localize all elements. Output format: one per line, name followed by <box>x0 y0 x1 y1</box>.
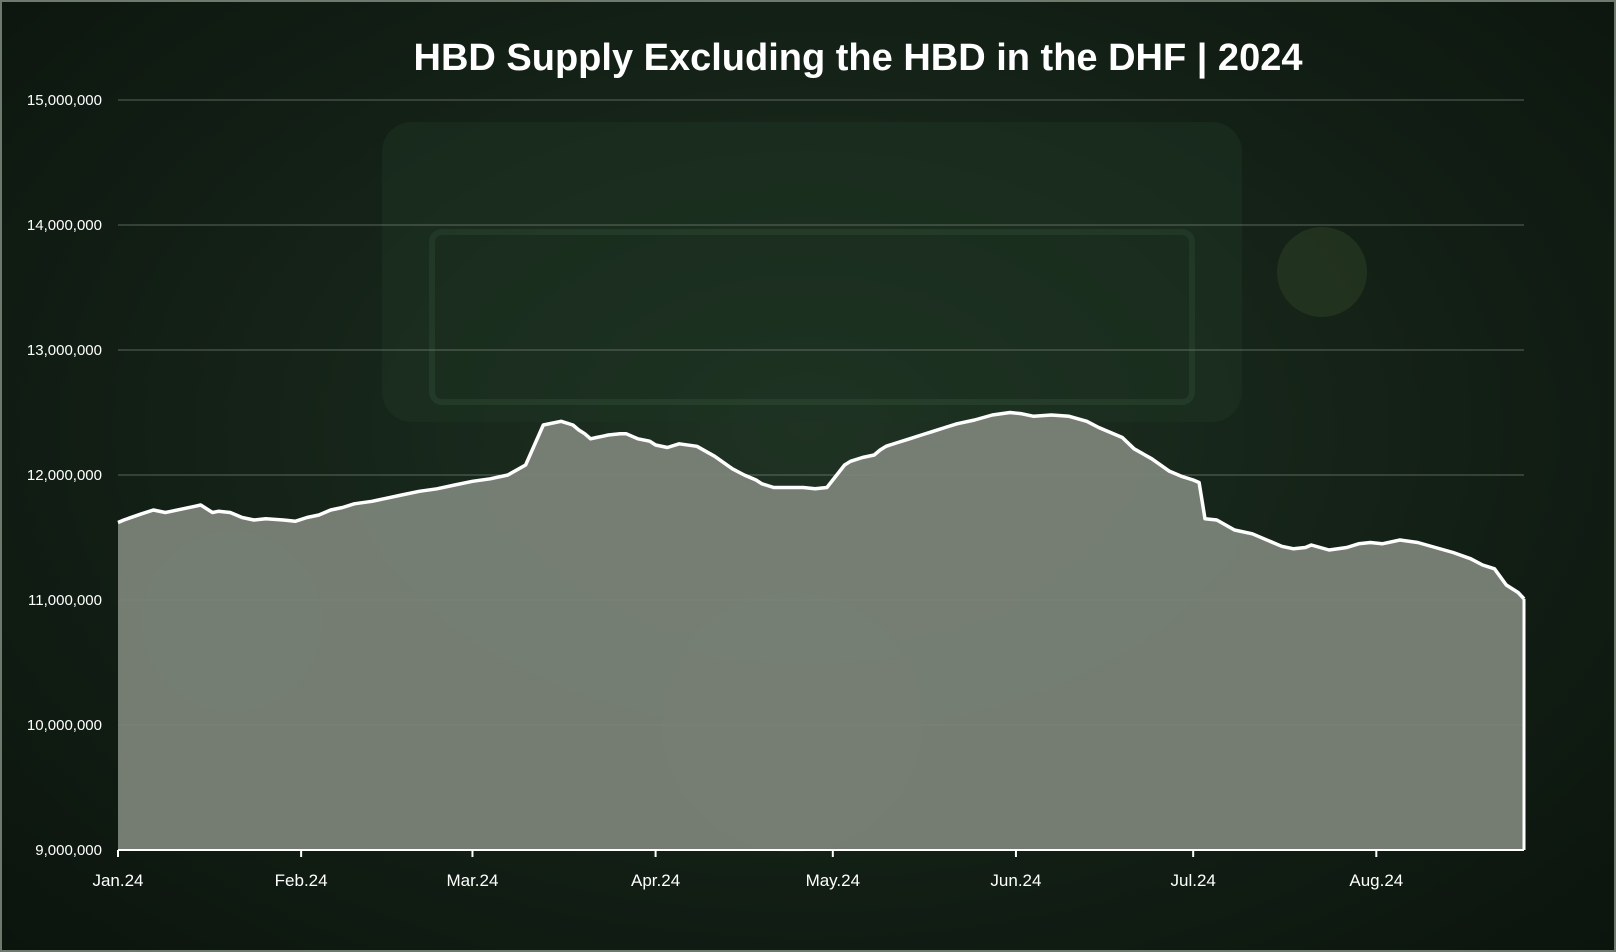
series-line <box>117 410 1526 600</box>
x-tick-label: Aug.24 <box>1349 871 1403 890</box>
y-axis-tick-labels: 9,000,000 10,000,000 11,000,000 12,000,000 1… <box>27 92 102 859</box>
x-tick-label: Apr.24 <box>631 871 680 890</box>
y-tick-label: 13,000,000 <box>27 342 102 359</box>
chart-title: HBD Supply Excluding the HBD in the DHF … <box>414 37 1303 79</box>
y-tick-label: 12,000,000 <box>27 467 102 484</box>
axes <box>117 598 1526 857</box>
y-tick-label: 15,000,000 <box>27 92 102 109</box>
x-tick-label: Jun.24 <box>990 871 1041 890</box>
area-fill <box>118 412 1524 850</box>
x-tick-label: Jul.24 <box>1170 871 1215 890</box>
x-tick-label: Feb.24 <box>275 871 328 890</box>
x-tick-label: Jan.24 <box>92 871 143 890</box>
y-tick-label: 10,000,000 <box>27 717 102 734</box>
x-tick-label: Mar.24 <box>446 871 498 890</box>
x-axis-tick-labels: Jan.24 Feb.24 Mar.24 Apr.24 May.24 Jun.24 Jul.… <box>92 871 1403 890</box>
y-tick-label: 11,000,000 <box>28 592 102 609</box>
x-tick-label: May.24 <box>806 871 861 890</box>
y-tick-label: 9,000,000 <box>35 842 102 859</box>
y-tick-label: 14,000,000 <box>27 217 102 234</box>
